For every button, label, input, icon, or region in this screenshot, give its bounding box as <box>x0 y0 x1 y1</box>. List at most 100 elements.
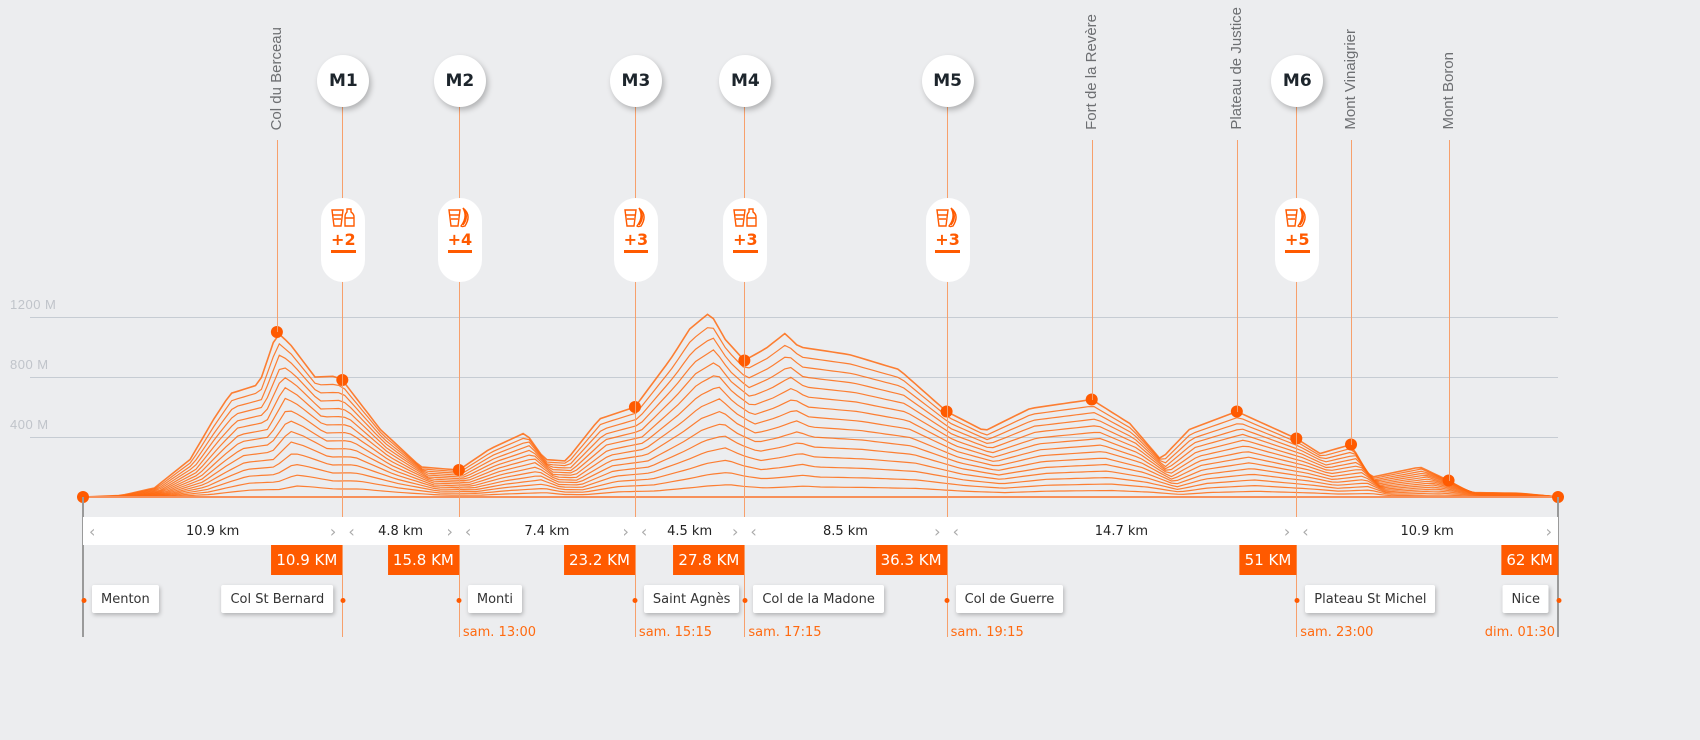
summit-label: Mont Boron <box>1439 52 1457 130</box>
supply-count: +5 <box>1285 232 1310 253</box>
place-label[interactable]: Monti <box>467 585 522 613</box>
segment-label: 14.7 km <box>1094 523 1149 539</box>
summit-point[interactable] <box>1345 438 1358 451</box>
bottle-icon <box>746 208 758 227</box>
supply-count: +3 <box>623 232 649 253</box>
summit-line <box>276 140 278 332</box>
segment-distance[interactable]: ‹ 7.4 km › <box>459 517 635 545</box>
bottle-icon <box>344 208 356 227</box>
summit-point[interactable] <box>1230 405 1243 418</box>
arrival-time: sam. 19:15 <box>950 625 1024 640</box>
place-dot <box>1294 598 1300 603</box>
aid-station-line <box>744 100 746 637</box>
banana-icon <box>947 207 957 228</box>
supply-badge[interactable]: +3 <box>723 198 768 282</box>
summit-point[interactable] <box>1085 393 1098 406</box>
chevron-left-icon[interactable]: ‹ <box>952 521 959 541</box>
km-badge: 23.2 KM <box>563 545 635 575</box>
place-dot <box>742 598 748 603</box>
aid-station-marker-m3[interactable]: M3 <box>609 55 662 107</box>
aid-station-line <box>1296 100 1298 637</box>
segment-distance[interactable]: ‹ 14.7 km › <box>947 517 1297 545</box>
chevron-left-icon[interactable]: ‹ <box>640 521 648 541</box>
km-badge: 62 KM <box>1501 545 1558 575</box>
segment-distance[interactable]: ‹ 8.5 km › <box>744 517 946 545</box>
km-badge: 10.9 KM <box>271 545 343 575</box>
segment-label: 7.4 km <box>524 523 570 539</box>
y-tick-label: 400 M <box>10 417 49 432</box>
chevron-left-icon[interactable]: ‹ <box>464 521 472 541</box>
elevation-contour-line <box>82 327 1559 498</box>
place-label[interactable]: Nice <box>1502 585 1549 613</box>
segment-distance[interactable]: ‹ 10.9 km › <box>83 517 342 545</box>
arrival-time: sam. 13:00 <box>462 625 537 640</box>
segment-distance[interactable]: ‹ 10.9 km › <box>1296 517 1558 545</box>
elevation-contour-line <box>83 362 1559 498</box>
place-label[interactable]: Plateau St Michel <box>1305 585 1436 613</box>
supply-badge[interactable]: +3 <box>925 198 970 282</box>
chevron-left-icon[interactable]: ‹ <box>89 521 96 541</box>
supply-count: +4 <box>447 232 473 253</box>
place-dot <box>632 598 638 603</box>
arrival-time: sam. 17:15 <box>748 625 822 640</box>
summit-line <box>1236 140 1238 412</box>
cup-icon <box>331 209 345 227</box>
place-dot <box>340 598 346 603</box>
supply-badge[interactable]: +4 <box>437 198 482 282</box>
chevron-right-icon[interactable]: › <box>1283 521 1291 541</box>
segment-distance[interactable]: ‹ 4.5 km › <box>635 517 744 545</box>
supply-icons <box>1285 207 1306 228</box>
chevron-right-icon[interactable]: › <box>622 521 629 541</box>
aid-station-marker-m4[interactable]: M4 <box>719 55 772 107</box>
y-tick-label: 1200 M <box>10 297 57 312</box>
segment-distance[interactable]: ‹ 4.8 km › <box>342 517 459 545</box>
supply-badge[interactable]: +5 <box>1275 198 1320 282</box>
aid-station-marker-m6[interactable]: M6 <box>1271 55 1324 107</box>
elevation-contour-line <box>83 447 1559 498</box>
elevation-contour-line <box>83 386 1559 498</box>
place-label[interactable]: Menton <box>92 585 159 613</box>
summit-label: Fort de la Revère <box>1082 14 1100 130</box>
place-dot <box>456 598 462 603</box>
segment-label: 10.9 km <box>186 523 240 539</box>
elevation-contour-line <box>83 484 1559 498</box>
start-finish-line <box>82 497 84 637</box>
chevron-left-icon[interactable]: ‹ <box>1302 521 1309 541</box>
cup-icon <box>1285 209 1299 227</box>
arrival-time: sam. 15:15 <box>638 625 713 640</box>
aid-station-line <box>634 100 636 637</box>
chevron-right-icon[interactable]: › <box>329 521 337 541</box>
elevation-contour-line <box>83 410 1559 498</box>
gridline <box>30 377 1558 378</box>
summit-line <box>1448 140 1450 481</box>
km-badge: 15.8 KM <box>387 545 459 575</box>
summit-point[interactable] <box>270 326 283 338</box>
segment-label: 10.9 km <box>1400 523 1454 539</box>
chevron-right-icon[interactable]: › <box>1545 521 1552 541</box>
chevron-left-icon[interactable]: ‹ <box>750 521 757 541</box>
place-label[interactable]: Col de Guerre <box>955 585 1064 613</box>
place-label[interactable]: Saint Agnès <box>643 585 740 613</box>
gridline <box>30 437 1558 438</box>
chevron-left-icon[interactable]: ‹ <box>348 521 355 541</box>
chevron-right-icon[interactable]: › <box>446 521 453 541</box>
chevron-right-icon[interactable]: › <box>934 521 941 541</box>
aid-station-marker-m1[interactable]: M1 <box>317 55 370 107</box>
aid-station-line <box>458 100 460 637</box>
place-label[interactable]: Col St Bernard <box>221 585 334 613</box>
aid-station-line <box>342 100 344 637</box>
arrival-time: sam. 23:00 <box>1300 625 1374 640</box>
elevation-contour-line <box>83 435 1559 498</box>
elevation-contour-line <box>83 472 1559 498</box>
cup-icon <box>935 209 949 227</box>
supply-badge[interactable]: +3 <box>613 198 658 282</box>
aid-station-marker-m2[interactable]: M2 <box>433 55 486 107</box>
supply-badge[interactable]: +2 <box>321 198 366 282</box>
supply-icons <box>624 207 645 228</box>
chevron-right-icon[interactable]: › <box>731 521 739 541</box>
aid-station-marker-m5[interactable]: M5 <box>921 55 974 107</box>
place-label[interactable]: Col de la Madone <box>753 585 884 613</box>
supply-count: +3 <box>935 232 960 253</box>
summit-point[interactable] <box>1442 474 1455 487</box>
